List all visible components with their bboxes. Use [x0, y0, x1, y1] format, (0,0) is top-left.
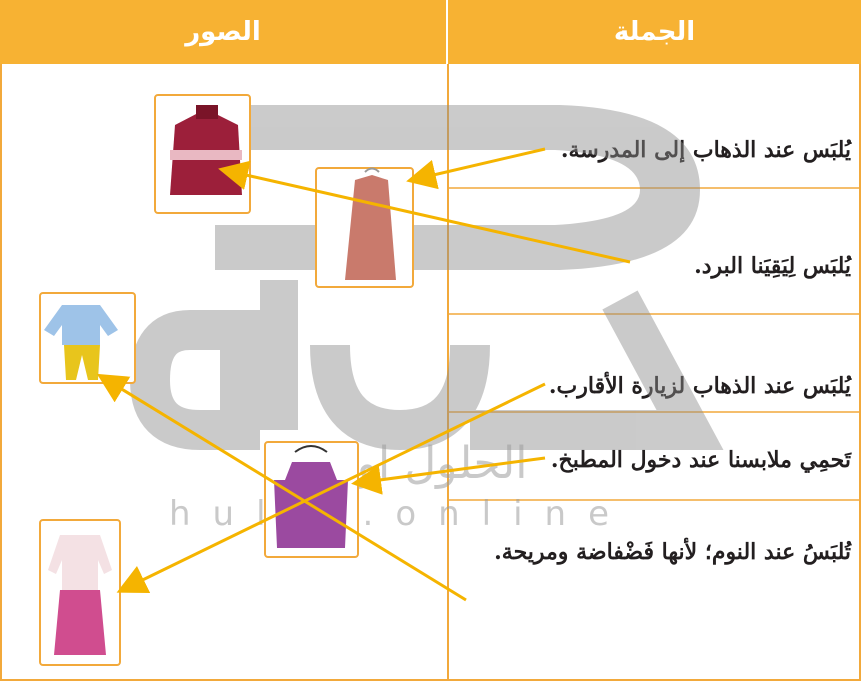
- sentence: تُلبَسُ عند النوم؛ لأنها فَضْفاضة ومريحة…: [494, 539, 851, 565]
- sentence: يُلبَس عند الذهاب لزيارة الأقارب.: [548, 373, 851, 399]
- watermark-latin: hulul.online: [169, 494, 631, 534]
- arrows: [96, 147, 631, 602]
- sentence: يُلبَس عند الذهاب إلى المدرسة.: [560, 137, 851, 163]
- picture-apron: [264, 441, 359, 558]
- sentence: تَحمِي ملابسنا عند دخول المطبخ.: [550, 447, 851, 473]
- sentence: يُلبَس لِيَقِيَنا البرد.: [694, 253, 851, 279]
- picture-jacket: [154, 94, 251, 214]
- picture-skirt-outfit: [39, 519, 121, 666]
- header-pictures: الصور: [0, 0, 448, 64]
- header-sentence: الجملة: [448, 0, 861, 64]
- picture-pajamas: [39, 292, 136, 384]
- picture-dress: [315, 167, 414, 288]
